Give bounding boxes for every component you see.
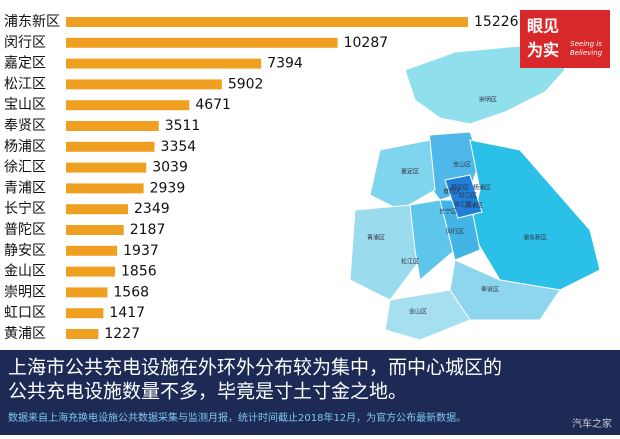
map bbox=[349, 45, 601, 341]
map-label: 黄浦区 bbox=[465, 202, 483, 210]
logo-slogan: Believing bbox=[570, 49, 603, 57]
map-label: 奉贤区 bbox=[481, 286, 499, 294]
value-label: 2187 bbox=[130, 222, 166, 238]
map-label: 青浦区 bbox=[367, 234, 385, 242]
category-label: 黄浦区 bbox=[4, 325, 46, 342]
map-label: 普陀区 bbox=[443, 188, 461, 196]
value-label: 15226 bbox=[474, 14, 519, 30]
caption: 上海市公共充电设施在外环外分布较为集中，而中心城区的 bbox=[8, 357, 502, 379]
map-label: 长宁区 bbox=[439, 208, 457, 216]
bar bbox=[66, 100, 190, 111]
map-label: 浦东新区 bbox=[523, 234, 547, 242]
bar bbox=[66, 17, 468, 27]
logo: 眼见 为实 Seeing is Believing bbox=[520, 10, 610, 68]
value-label: 2939 bbox=[150, 180, 186, 196]
caption-box bbox=[0, 350, 620, 435]
bar bbox=[66, 245, 118, 256]
caption: 公共充电设施数量不多，毕竟是寸土寸金之地。 bbox=[8, 381, 407, 403]
bar bbox=[66, 58, 262, 69]
value-label: 2349 bbox=[134, 201, 170, 217]
value-label: 1856 bbox=[121, 264, 157, 280]
map-region bbox=[384, 289, 471, 341]
value-label: 3039 bbox=[152, 160, 188, 176]
category-label: 松江区 bbox=[4, 76, 46, 92]
map-label: 徐汇区 bbox=[454, 201, 472, 209]
bar bbox=[66, 329, 99, 339]
map-label: 闵行区 bbox=[446, 228, 464, 236]
category-label: 宝山区 bbox=[4, 97, 46, 113]
map-label: 松江区 bbox=[401, 258, 419, 266]
bar bbox=[66, 183, 144, 194]
value-label: 1568 bbox=[113, 284, 149, 300]
bar bbox=[66, 79, 222, 90]
value-label: 5902 bbox=[228, 76, 264, 92]
bar bbox=[66, 266, 116, 277]
category-label: 青浦区 bbox=[4, 180, 46, 196]
value-label: 3354 bbox=[161, 139, 197, 155]
map-label: 静安区 bbox=[451, 184, 469, 192]
logo-box bbox=[520, 10, 610, 68]
map-region bbox=[444, 174, 483, 219]
value-label: 4671 bbox=[195, 97, 231, 113]
value-label: 7394 bbox=[267, 56, 303, 72]
bar bbox=[66, 308, 104, 319]
value-label: 10287 bbox=[344, 35, 389, 51]
map-label: 嘉定区 bbox=[401, 168, 419, 176]
map-region bbox=[349, 204, 421, 301]
category-label: 崇明区 bbox=[4, 284, 46, 300]
map-label: 虹口区 bbox=[459, 192, 477, 200]
value-label: 1937 bbox=[123, 243, 159, 259]
source-note: 数据来自上海充换电设施公共数据采集与监测月报，统计时间截止2018年12月，为官… bbox=[8, 411, 466, 424]
category-label: 长宁区 bbox=[4, 200, 46, 217]
category-label: 虹口区 bbox=[4, 305, 46, 321]
bar bbox=[66, 225, 124, 235]
category-label: 奉贤区 bbox=[4, 118, 46, 134]
category-label: 普陀区 bbox=[4, 222, 46, 238]
bar bbox=[66, 141, 155, 152]
value-label: 1417 bbox=[109, 305, 145, 321]
watermark: 汽车之家 bbox=[572, 417, 612, 430]
bar bbox=[66, 204, 129, 215]
category-label: 浦东新区 bbox=[4, 14, 60, 30]
bar bbox=[66, 121, 159, 131]
map-label: 宝山区 bbox=[453, 161, 471, 169]
logo-slogan: Seeing is bbox=[570, 40, 602, 48]
logo-text: 为实 bbox=[527, 41, 559, 60]
map-region bbox=[369, 139, 436, 211]
bar bbox=[66, 287, 108, 298]
value-label: 3511 bbox=[165, 118, 201, 134]
category-label: 静安区 bbox=[4, 243, 46, 259]
value-label: 1227 bbox=[104, 326, 140, 342]
map-label: 金山区 bbox=[409, 308, 427, 316]
map-label: 崇明区 bbox=[479, 97, 497, 104]
category-label: 金山区 bbox=[4, 264, 46, 280]
map-region bbox=[409, 199, 456, 281]
map-label: 杨浦区 bbox=[473, 184, 491, 192]
category-label: 杨浦区 bbox=[4, 139, 46, 155]
bar bbox=[66, 37, 338, 48]
category-label: 徐汇区 bbox=[4, 160, 46, 176]
bar bbox=[66, 162, 147, 173]
category-label: 闵行区 bbox=[4, 35, 46, 51]
logo-text: 眼见 bbox=[527, 17, 559, 36]
category-label: 嘉定区 bbox=[4, 56, 46, 72]
